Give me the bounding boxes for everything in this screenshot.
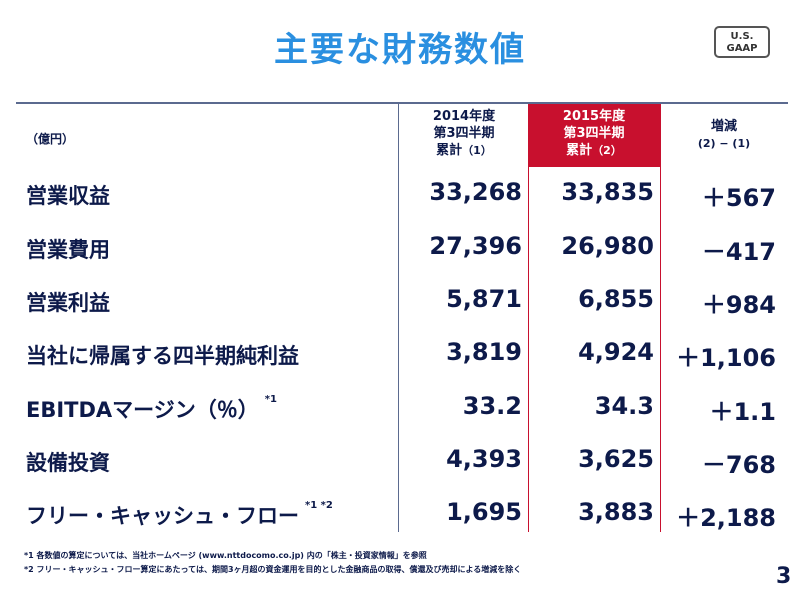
cell-diff: ＋567: [701, 184, 776, 212]
footnote-2: *2 フリー・キャッシュ・フロー算定にあたっては、期間3ヶ月超の資金運用を目的と…: [24, 565, 522, 574]
column-2014-tag: （1）: [462, 144, 492, 157]
column-2015-cumulative-label: 累計: [566, 143, 593, 158]
row-label-text: フリー・キャッシュ・フロー: [26, 504, 299, 528]
row-label-text: 当社に帰属する四半期純利益: [26, 344, 299, 368]
page-title: 主要な財務数値: [274, 30, 526, 70]
cell-2014: 4,393: [446, 445, 522, 473]
column-2014-year: 2014年度: [432, 109, 496, 124]
column-2015-cumulative: 累計（2）: [528, 142, 660, 159]
row-label-text: 設備投資: [26, 451, 110, 475]
row-label-text: 営業利益: [26, 291, 110, 315]
cell-2014: 27,396: [429, 232, 522, 260]
row-footnote-ref: *1 *2: [305, 500, 333, 511]
column-2015-year: 2015年度: [562, 109, 626, 124]
page-number: 3: [776, 564, 792, 589]
column-diff-title: 増減: [710, 119, 737, 134]
footnote-1: *1 各数値の算定については、当社ホームページ (www.nttdocomo.c…: [24, 551, 427, 560]
unit-label: （億円）: [26, 132, 75, 146]
footnotes: *1 各数値の算定については、当社ホームページ (www.nttdocomo.c…: [24, 549, 521, 577]
row-label: 営業収益: [26, 180, 110, 210]
row-label-text: 営業収益: [26, 184, 110, 208]
badge-line2: GAAP: [726, 43, 758, 54]
cell-2014: 1,695: [446, 498, 522, 526]
cell-2015: 3,883: [578, 498, 654, 526]
row-label: 営業利益: [26, 287, 110, 317]
cell-2015: 34.3: [594, 392, 654, 420]
cell-diff: ＋1.1: [709, 398, 776, 426]
column-diff-formula: (2) − (1): [697, 137, 751, 150]
gaap-badge: U.S. GAAP: [714, 26, 770, 58]
column-header-2015: 2015年度 第3四半期 累計（2）: [528, 108, 660, 159]
cell-2015: 3,625: [578, 445, 654, 473]
row-label: EBITDAマージン（％） *1: [26, 394, 277, 424]
column-2014-cumulative-label: 累計: [436, 143, 463, 158]
cell-2014: 33.2: [462, 392, 522, 420]
column-divider-1: [398, 104, 399, 532]
row-label-text: EBITDAマージン（％）: [26, 398, 259, 422]
row-label: フリー・キャッシュ・フロー *1 *2: [26, 500, 333, 530]
cell-diff: ＋1,106: [676, 344, 776, 372]
column-header-diff: 増減 (2) − (1): [660, 118, 788, 152]
cell-2015: 26,980: [561, 232, 654, 260]
row-label: 当社に帰属する四半期純利益: [26, 340, 299, 370]
column-2015-period: 第3四半期: [563, 126, 625, 141]
cell-2014: 3,819: [446, 338, 522, 366]
cell-2015: 6,855: [578, 285, 654, 313]
cell-diff: －768: [701, 451, 776, 479]
column-header-2014: 2014年度 第3四半期 累計（1）: [400, 108, 528, 159]
badge-line1: U.S.: [730, 31, 754, 42]
row-label: 営業費用: [26, 234, 110, 264]
cell-diff: －417: [701, 238, 776, 266]
column-2015-header-highlight: [528, 104, 660, 167]
row-label-text: 営業費用: [26, 238, 110, 262]
cell-2014: 5,871: [446, 285, 522, 313]
column-2014-period: 第3四半期: [433, 126, 495, 141]
cell-diff: ＋2,188: [676, 504, 776, 532]
table-top-rule: [16, 102, 788, 104]
column-2015-tag: （2）: [592, 144, 622, 157]
row-footnote-ref: *1: [264, 394, 277, 405]
cell-diff: ＋984: [701, 291, 776, 319]
cell-2015: 4,924: [578, 338, 654, 366]
column-2015-left-border: [528, 104, 529, 532]
cell-2014: 33,268: [429, 178, 522, 206]
column-2015-right-border: [660, 104, 661, 532]
cell-2015: 33,835: [561, 178, 654, 206]
column-2014-cumulative: 累計（1）: [400, 142, 528, 159]
row-label: 設備投資: [26, 447, 110, 477]
